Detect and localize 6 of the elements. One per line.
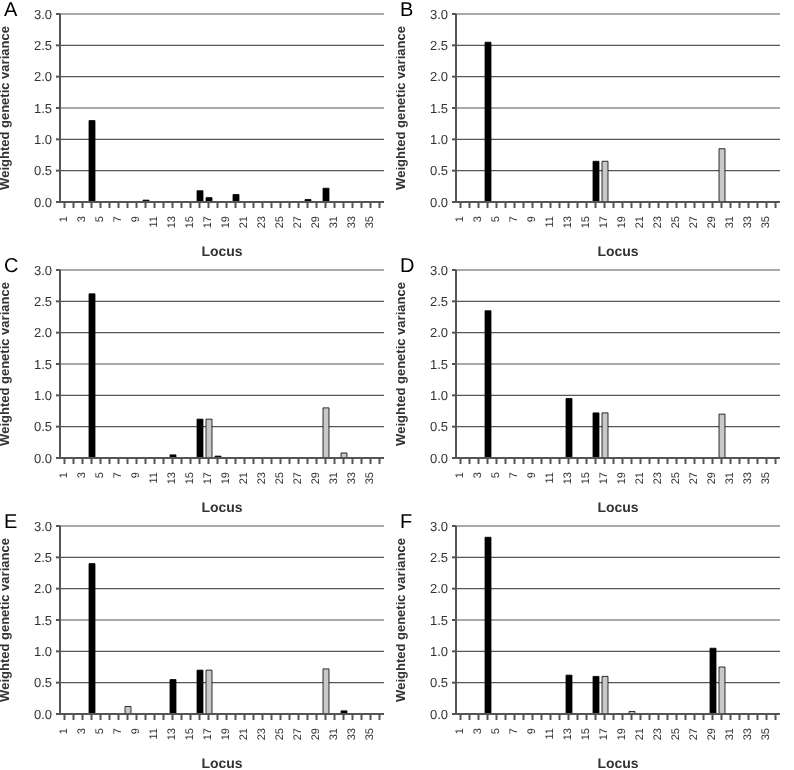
chart-title: E <box>4 512 18 534</box>
chart-title: F <box>400 512 413 534</box>
chart-title: A <box>4 0 18 22</box>
chart-title: D <box>400 256 415 278</box>
chart-title: B <box>400 0 414 22</box>
chart-title: C <box>4 256 19 278</box>
